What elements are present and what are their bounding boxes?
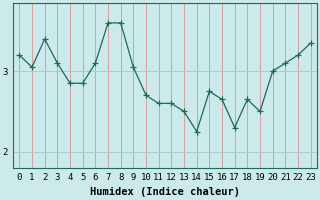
X-axis label: Humidex (Indice chaleur): Humidex (Indice chaleur) xyxy=(90,187,240,197)
